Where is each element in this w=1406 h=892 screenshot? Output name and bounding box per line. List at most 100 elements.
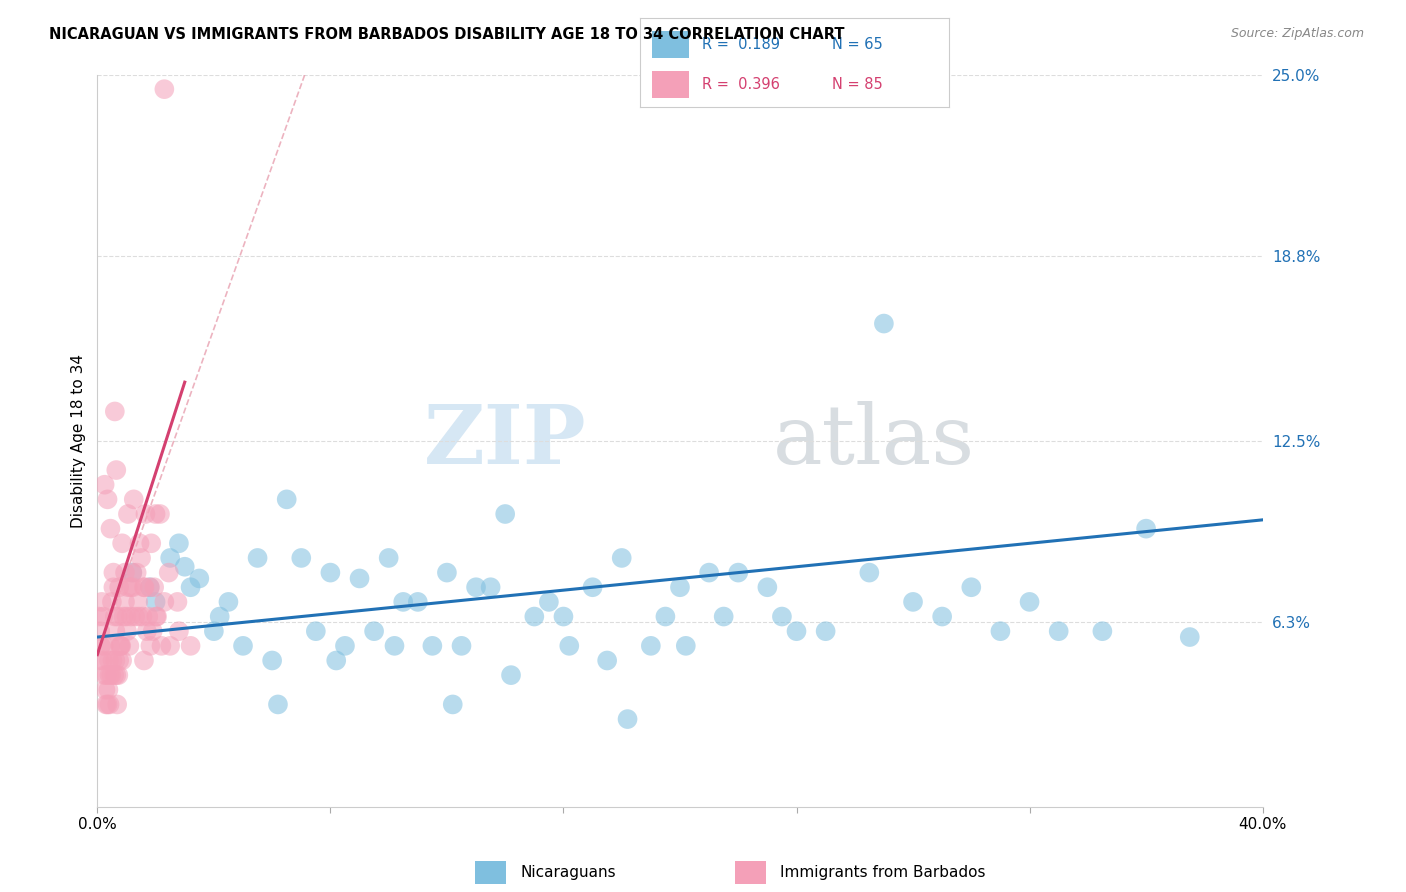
Point	[770, 609, 793, 624]
Point	[675, 639, 697, 653]
Point	[1018, 595, 1040, 609]
Point	[159, 550, 181, 565]
Point	[1178, 630, 1201, 644]
Point	[114, 595, 136, 609]
Point	[98, 653, 121, 667]
Point	[104, 609, 127, 624]
Point	[349, 571, 371, 585]
Point	[121, 566, 143, 580]
Point	[145, 609, 167, 624]
Point	[139, 639, 162, 653]
Point	[91, 609, 114, 624]
Point	[363, 624, 385, 639]
Point	[117, 507, 139, 521]
Point	[104, 653, 127, 667]
Point	[333, 639, 356, 653]
Point	[94, 682, 117, 697]
Point	[873, 317, 896, 331]
Text: N = 65: N = 65	[831, 37, 882, 52]
Point	[188, 571, 211, 585]
Point	[100, 639, 122, 653]
Point	[134, 507, 156, 521]
Point	[499, 668, 522, 682]
Point	[553, 609, 575, 624]
Point	[101, 595, 124, 609]
Point	[139, 580, 162, 594]
Point	[208, 609, 231, 624]
Point	[610, 550, 633, 565]
Point	[640, 639, 662, 653]
Point	[134, 580, 156, 594]
Point	[125, 566, 148, 580]
Point	[149, 507, 172, 521]
Point	[120, 580, 142, 594]
Point	[115, 609, 138, 624]
Point	[814, 624, 837, 639]
Text: Immigrants from Barbados: Immigrants from Barbados	[780, 865, 986, 880]
Point	[111, 536, 134, 550]
Point	[118, 639, 141, 653]
Point	[157, 566, 180, 580]
Point	[90, 595, 112, 609]
Text: N = 85: N = 85	[831, 78, 882, 92]
Point	[108, 653, 131, 667]
Point	[132, 653, 155, 667]
Point	[441, 698, 464, 712]
Point	[139, 580, 162, 594]
Point	[276, 492, 298, 507]
Point	[136, 609, 159, 624]
Text: R =  0.396: R = 0.396	[702, 78, 779, 92]
Point	[104, 404, 127, 418]
Point	[305, 624, 328, 639]
Point	[422, 639, 444, 653]
Point	[217, 595, 239, 609]
Point	[180, 580, 202, 594]
Point	[135, 624, 157, 639]
Point	[105, 698, 128, 712]
Point	[166, 595, 188, 609]
Point	[122, 492, 145, 507]
Point	[377, 550, 399, 565]
Text: ZIP: ZIP	[425, 401, 586, 481]
Point	[93, 477, 115, 491]
Point	[128, 609, 150, 624]
Point	[142, 624, 165, 639]
Point	[786, 624, 808, 639]
Point	[537, 595, 560, 609]
Point	[392, 595, 415, 609]
Point	[1047, 624, 1070, 639]
Point	[110, 639, 132, 653]
Point	[103, 566, 125, 580]
Point	[153, 595, 176, 609]
Point	[124, 609, 146, 624]
Point	[101, 653, 124, 667]
Point	[120, 609, 142, 624]
Bar	[652, 71, 689, 98]
Point	[127, 595, 149, 609]
Point	[146, 609, 169, 624]
Point	[727, 566, 749, 580]
Point	[100, 522, 122, 536]
Point	[132, 580, 155, 594]
Point	[98, 668, 121, 682]
Point	[112, 609, 135, 624]
Point	[145, 507, 167, 521]
Point	[96, 492, 118, 507]
Point	[94, 698, 117, 712]
Point	[581, 580, 603, 594]
Point	[465, 580, 488, 594]
Text: Source: ZipAtlas.com: Source: ZipAtlas.com	[1230, 27, 1364, 40]
Point	[290, 550, 312, 565]
Point	[523, 609, 546, 624]
Point	[246, 550, 269, 565]
Point	[616, 712, 638, 726]
Point	[104, 624, 127, 639]
Point	[122, 580, 145, 594]
Point	[107, 609, 129, 624]
Point	[325, 653, 347, 667]
Point	[669, 580, 692, 594]
Point	[858, 566, 880, 580]
Point	[406, 595, 429, 609]
Point	[117, 580, 139, 594]
Point	[93, 668, 115, 682]
